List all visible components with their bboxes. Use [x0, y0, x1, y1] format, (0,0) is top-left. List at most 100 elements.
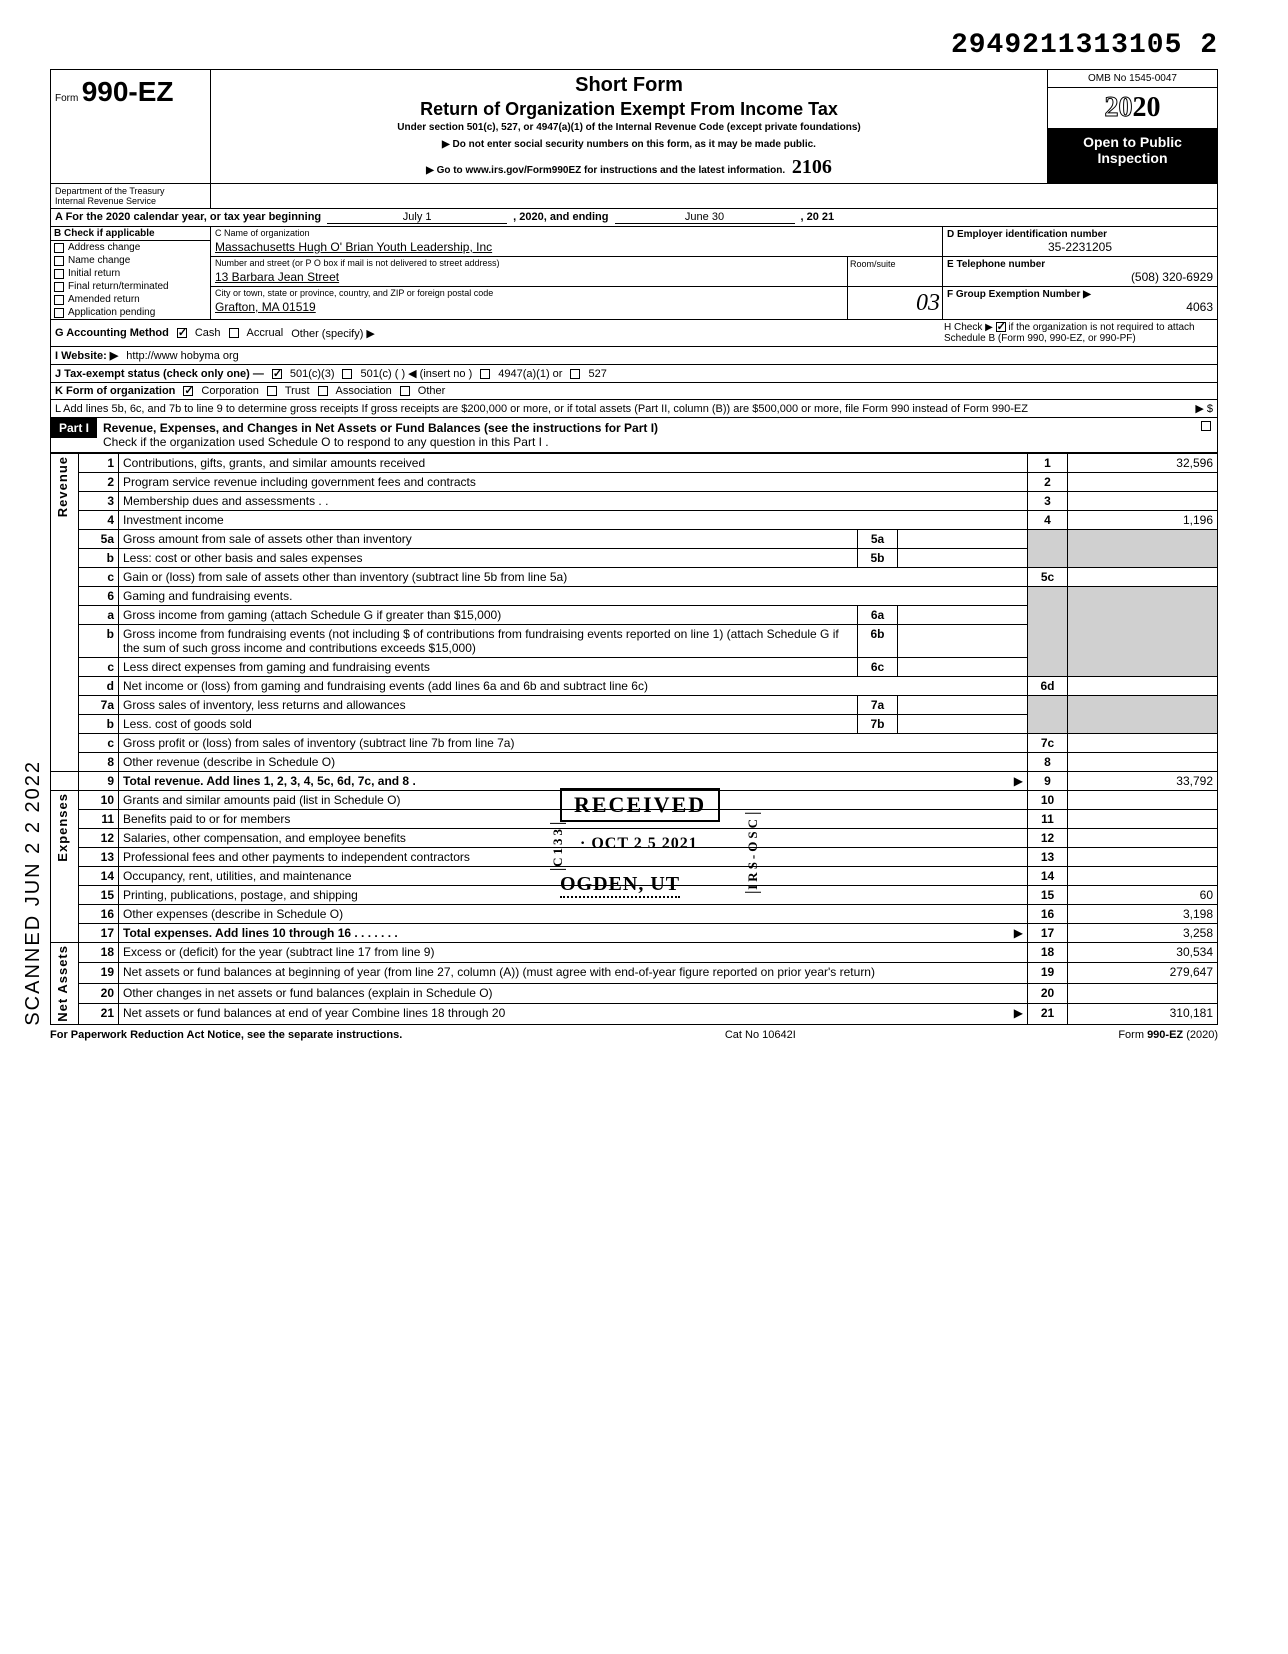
page-number: 2949211313105 2	[50, 30, 1218, 61]
cb-cash[interactable]	[177, 328, 187, 338]
footer-right: Form 990-EZ (2020)	[1118, 1029, 1218, 1041]
org-city: Grafton, MA 01519	[211, 299, 847, 316]
k-lead: K Form of organization	[55, 385, 175, 397]
ln7c-val	[1068, 734, 1218, 753]
stamp-ogden: OGDEN, UT	[560, 873, 680, 898]
ln5a-sub: 5a	[858, 530, 898, 549]
cb-4947[interactable]	[480, 369, 490, 379]
ln21-num: 21	[1028, 1004, 1068, 1024]
ln6b-subval	[898, 625, 1028, 658]
ln16-val: 3,198	[1068, 905, 1218, 924]
cb-amended[interactable]	[54, 295, 64, 305]
cb-501c3[interactable]	[272, 369, 282, 379]
ln5c-desc: Gain or (loss) from sale of assets other…	[119, 568, 1028, 587]
ln5b-desc: Less: cost or other basis and sales expe…	[119, 549, 858, 568]
lbl-name: Name change	[68, 255, 130, 266]
footer-left: For Paperwork Reduction Act Notice, see …	[50, 1029, 402, 1041]
ln9-no: 9	[79, 772, 119, 791]
ln6c-sub: 6c	[858, 658, 898, 677]
c-name-label: C Name of organization	[211, 227, 942, 239]
form-header: Form 990-EZ Short Form Return of Organiz…	[50, 69, 1218, 184]
side-netassets: Net Assets	[55, 945, 70, 1022]
cb-assoc[interactable]	[318, 386, 328, 396]
lbl-527: 527	[588, 368, 606, 380]
ln1-desc: Contributions, gifts, grants, and simila…	[119, 454, 1028, 473]
short-form-title: Short Form	[219, 74, 1039, 97]
ln19-num: 19	[1028, 963, 1068, 983]
ty-end: June 30	[615, 211, 795, 224]
ln5b-no: b	[79, 549, 119, 568]
part1-check-line: Check if the organization used Schedule …	[103, 435, 549, 449]
lbl-corp: Corporation	[201, 385, 258, 397]
ln15-val: 60	[1068, 886, 1218, 905]
ln2-val	[1068, 473, 1218, 492]
cb-schedule-b[interactable]	[996, 322, 1006, 332]
ln2-desc: Program service revenue including govern…	[119, 473, 1028, 492]
ln18-num: 18	[1028, 943, 1068, 963]
ln6a-desc: Gross income from gaming (attach Schedul…	[119, 606, 858, 625]
ln21-no: 21	[79, 1004, 119, 1024]
row-a-mid: , 2020, and ending	[513, 211, 608, 224]
lbl-4947: 4947(a)(1) or	[498, 368, 562, 380]
ln4-desc: Investment income	[119, 511, 1028, 530]
cb-initial[interactable]	[54, 269, 64, 279]
row-a: A For the 2020 calendar year, or tax yea…	[50, 209, 1218, 227]
ln6a-subval	[898, 606, 1028, 625]
cb-501c[interactable]	[342, 369, 352, 379]
l-text: L Add lines 5b, 6c, and 7b to line 9 to …	[55, 403, 1105, 415]
cb-trust[interactable]	[267, 386, 277, 396]
lbl-other-method: Other (specify) ▶	[291, 327, 375, 340]
side-expenses: Expenses	[55, 793, 70, 862]
room-handwritten: 03	[916, 290, 940, 317]
ln6d-num: 6d	[1028, 677, 1068, 696]
ln6d-val	[1068, 677, 1218, 696]
ln12-desc: Salaries, other compensation, and employ…	[119, 829, 1028, 848]
org-name: Massachusetts Hugh O' Brian Youth Leader…	[211, 239, 942, 256]
lbl-final: Final return/terminated	[68, 281, 169, 292]
tax-year: 2020	[1048, 88, 1217, 128]
ln3-no: 3	[79, 492, 119, 511]
lbl-501c3: 501(c)(3)	[290, 368, 335, 380]
ln3-num: 3	[1028, 492, 1068, 511]
dept-treasury: Department of the Treasury	[55, 186, 165, 196]
section-def: D Employer identification number 35-2231…	[942, 227, 1217, 319]
ln6b-no: b	[79, 625, 119, 658]
part1-title-text: Revenue, Expenses, and Changes in Net As…	[103, 421, 658, 435]
part1-title: Revenue, Expenses, and Changes in Net As…	[97, 418, 1217, 452]
ln10-num: 10	[1028, 791, 1068, 810]
row-g: G Accounting Method Cash Accrual Other (…	[50, 320, 1218, 347]
stamp-date: · OCT 2 5 2021	[580, 835, 698, 853]
cb-final[interactable]	[54, 282, 64, 292]
section-b: B Check if applicable Address change Nam…	[51, 227, 211, 319]
row-h: H Check ▶ if the organization is not req…	[938, 322, 1213, 344]
cb-accrual[interactable]	[229, 328, 239, 338]
ln20-num: 20	[1028, 983, 1068, 1003]
dept-irs: Internal Revenue Service	[55, 196, 165, 206]
lbl-trust: Trust	[285, 385, 310, 397]
ln5a-no: 5a	[79, 530, 119, 549]
cb-pending[interactable]	[54, 308, 64, 318]
stamp-received: RECEIVED	[560, 788, 720, 822]
note-url: ▶ Go to www.irs.gov/Form990EZ for instru…	[219, 156, 1039, 179]
ln15-no: 15	[79, 886, 119, 905]
note-url-text: ▶ Go to www.irs.gov/Form990EZ for instru…	[426, 165, 785, 176]
cb-corp[interactable]	[183, 386, 193, 396]
lbl-amended: Amended return	[68, 294, 140, 305]
cb-schedule-o[interactable]	[1201, 421, 1211, 431]
j-lead: J Tax-exempt status (check only one) —	[55, 368, 264, 380]
info-grid: B Check if applicable Address change Nam…	[50, 227, 1218, 320]
ln6-no: 6	[79, 587, 119, 606]
cb-other-org[interactable]	[400, 386, 410, 396]
ln6c-desc: Less direct expenses from gaming and fun…	[119, 658, 858, 677]
form-prefix: Form	[55, 93, 78, 104]
ln8-val	[1068, 753, 1218, 772]
cb-name-change[interactable]	[54, 256, 64, 266]
ln7a-subval	[898, 696, 1028, 715]
ln18-no: 18	[79, 943, 119, 963]
subtitle: Under section 501(c), 527, or 4947(a)(1)…	[219, 122, 1039, 133]
cb-527[interactable]	[570, 369, 580, 379]
cb-address-change[interactable]	[54, 243, 64, 253]
footer-center: Cat No 10642I	[725, 1029, 796, 1041]
ln1-val: 32,596	[1068, 454, 1218, 473]
ln1-num: 1	[1028, 454, 1068, 473]
